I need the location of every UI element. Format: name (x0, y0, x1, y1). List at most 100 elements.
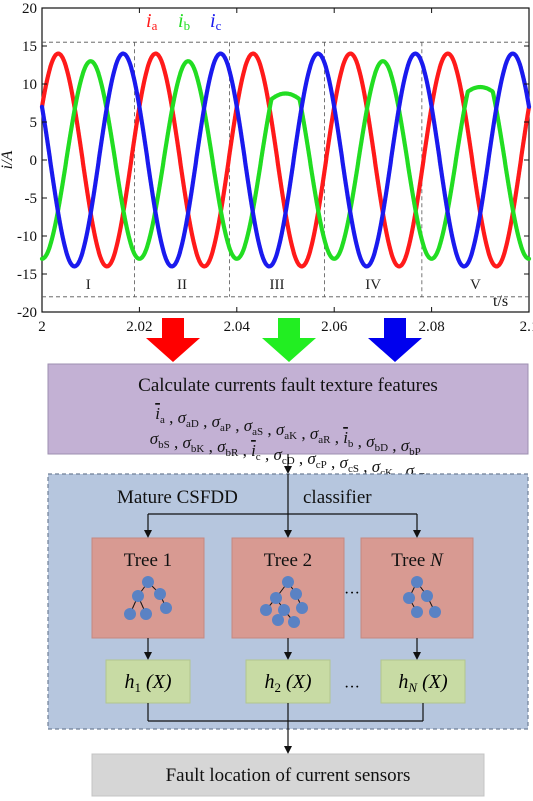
feature-symbol: σ (406, 461, 415, 480)
feature-symbol: σ (310, 424, 319, 443)
segment-label: III (269, 277, 284, 293)
tree-node (154, 588, 166, 600)
feature-separator: , (165, 408, 178, 427)
segment-label: IV (365, 277, 381, 293)
feature-symbol: σ (276, 420, 285, 439)
legend-ia: ia (146, 10, 158, 33)
feature-separator: , (199, 412, 212, 431)
current-waveform-plot: 20 15 10 5 0 -5 -10 -15 -20 2 2.02 2.04 2.06 2.08 2.1… (0, 1, 533, 335)
x-tick-label: 2.1 (520, 319, 533, 335)
y-tick-label: -15 (17, 267, 37, 283)
feature-separator: , (330, 428, 343, 447)
hypothesis-label: h2 (X) (264, 671, 311, 695)
ellipsis-hyp: ··· (344, 679, 360, 696)
tree-node (288, 616, 300, 628)
tree-node (421, 590, 433, 602)
features-box-bg (47, 363, 529, 455)
tree-to-h-arrowhead (413, 652, 421, 660)
feature-subscript: bD (375, 442, 389, 454)
x-tick-label: 2.08 (418, 319, 444, 335)
y-axis-label: i/A (0, 150, 16, 169)
feature-separator: , (263, 420, 276, 439)
feature-symbol: i (251, 441, 256, 460)
feature-separator: , (359, 457, 372, 476)
feature-symbol: σ (372, 457, 381, 476)
feature-symbol: i (343, 428, 348, 447)
x-tick-label: 2 (38, 319, 46, 335)
feature-separator: , (353, 432, 366, 451)
feature-subscript: aK (284, 430, 297, 442)
legend-ic-sub: c (216, 18, 222, 33)
classifier-title: Mature CSFDD (117, 487, 238, 508)
hypothesis-sub: N (407, 680, 418, 695)
y-tick-label: 15 (22, 39, 37, 55)
hypothesis-arg: (X) (141, 671, 172, 693)
feature-symbol: σ (401, 436, 410, 455)
tree-node (272, 614, 284, 626)
phase-arrows (146, 318, 422, 362)
feature-separator: , (295, 449, 308, 468)
tree-node (270, 592, 282, 604)
feature-subscript: cS (348, 463, 359, 475)
tree-node (429, 606, 441, 618)
tree-node (278, 604, 290, 616)
tree-label-text: Tree 2 (264, 550, 312, 571)
classifier-title-suffix: classifier (303, 487, 372, 508)
feature-symbol: σ (212, 412, 221, 431)
tree-node (296, 602, 308, 614)
hypothesis-h: h (124, 671, 134, 693)
tree-box-1: Tree 1 (91, 537, 205, 660)
tree-boxes: Tree 1 Tree 2 Tree N (91, 537, 474, 660)
feature-symbol: σ (273, 445, 282, 464)
tree-node (403, 592, 415, 604)
legend-ia-sub: a (152, 18, 158, 33)
tree-label: Tree 1 (124, 550, 172, 571)
tree-label: Tree 2 (264, 550, 312, 571)
tree-node (411, 606, 423, 618)
x-tick-label: 2.06 (321, 319, 348, 335)
tree-node (142, 576, 154, 588)
segment-label: V (470, 277, 481, 293)
y-axis-ticks: 20 15 10 5 0 -5 -10 -15 -20 (17, 1, 529, 321)
tree-label: Tree N (391, 550, 444, 571)
feature-subscript: a (160, 414, 165, 426)
feature-separator: , (261, 445, 274, 464)
feature-symbol: i (155, 404, 160, 423)
feature-subscript: c (256, 451, 261, 463)
tree-node (124, 608, 136, 620)
hypothesis-box-2: h2 (X) (245, 659, 331, 704)
feature-subscript: aS (252, 426, 263, 438)
tree-node (411, 576, 423, 588)
hypothesis-box-3: hN (X) (380, 659, 466, 704)
bus-drop-arrowhead (144, 530, 152, 538)
features-line-1: ia , σaD , σaP , σaS , σaK , σaR , ib , … (155, 404, 421, 458)
series-group (39, 51, 532, 269)
feature-subscript: aD (186, 418, 199, 430)
hypothesis-boxes: h1 (X) h2 (X) hN (X) (105, 659, 466, 704)
hypothesis-arg: (X) (281, 671, 312, 693)
feature-subscript: b (348, 438, 354, 450)
feature-subscript: bP (409, 446, 421, 458)
y-tick-label: 0 (30, 153, 38, 169)
tree-label-italic: N (429, 550, 444, 571)
y-tick-label: -20 (17, 305, 37, 321)
y-tick-label: 20 (22, 1, 37, 17)
feature-subscript: aR (318, 434, 331, 446)
y-tick-label: 10 (22, 77, 37, 93)
bus-drop-arrowhead (284, 530, 292, 538)
bus-drop-arrowhead (413, 530, 421, 538)
feature-symbol: σ (366, 432, 375, 451)
feature-separator: , (231, 416, 244, 435)
hypothesis-sub: 1 (134, 680, 141, 695)
x-tick-label: 2.02 (126, 319, 152, 335)
tree-node (260, 604, 272, 616)
feature-separator: , (327, 453, 340, 472)
tree-box-2: Tree 2 (231, 537, 345, 660)
output-box-label: Fault location of current sensors (166, 765, 411, 786)
tree-node (132, 590, 144, 602)
feature-separator: , (297, 424, 310, 443)
hypothesis-label: h1 (X) (124, 671, 171, 695)
arrow-green (262, 318, 316, 362)
tree-node (160, 602, 172, 614)
